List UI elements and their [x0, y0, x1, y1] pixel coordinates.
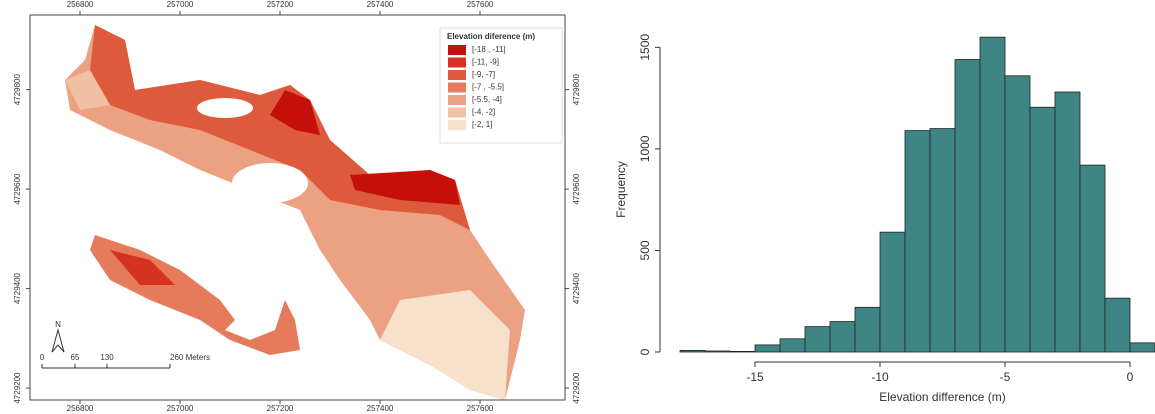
legend-swatch [448, 82, 466, 93]
bar [929, 128, 956, 353]
terrain [380, 290, 510, 400]
x-axis-label: Elevation difference (m) [879, 390, 1006, 404]
hole [232, 163, 308, 203]
bar [979, 36, 1006, 353]
y-tick-label: 1500 [638, 34, 652, 61]
north-label: N [55, 320, 61, 329]
legend-label: [-5.5, -4] [472, 95, 502, 104]
x-tick-label: 257400 [367, 0, 394, 9]
legend-title: Elevation diference (m) [447, 32, 535, 41]
bar [729, 350, 756, 353]
y-tick-label: 4729800 [13, 73, 22, 105]
legend-label: [-7 , -5.5] [472, 83, 504, 92]
legend-swatch [448, 120, 466, 130]
map-frame [29, 14, 566, 401]
bar [804, 326, 831, 353]
x-tick-label: 257600 [467, 0, 494, 9]
bar [1004, 75, 1031, 353]
x-tick-label: 257400 [367, 404, 394, 413]
bar [779, 338, 806, 353]
legend-label: [-4, -2] [472, 108, 495, 117]
y-tick-label: 4729600 [572, 173, 581, 205]
bar [1054, 91, 1081, 353]
y-tick-label: 1000 [638, 135, 652, 162]
bar [954, 59, 981, 353]
y-tick-label: 4729600 [13, 173, 22, 205]
x-tick-label: 257200 [267, 404, 294, 413]
y-tick-label: 4729200 [13, 372, 22, 404]
bar [1079, 164, 1106, 353]
x-tick-label: 256800 [67, 0, 94, 9]
y-tick-label: 4729400 [13, 272, 22, 304]
x-tick-label: 257000 [167, 404, 194, 413]
bar [754, 344, 781, 353]
hole [197, 98, 253, 118]
x-tick-label: 257600 [467, 404, 494, 413]
bar [679, 349, 706, 353]
bar [704, 350, 731, 353]
legend-label: [-2, 1] [472, 120, 492, 129]
legend-swatch [448, 70, 466, 80]
terrain [110, 250, 175, 285]
x-tick-label: -10 [871, 370, 889, 384]
map-shapes [65, 25, 525, 400]
x-tick-label: 257000 [167, 0, 194, 9]
y-tick-label: 4729200 [572, 372, 581, 404]
scale-label: 0 [40, 353, 45, 362]
x-tick-label: 257200 [267, 0, 294, 9]
y-tick-label: 500 [638, 240, 652, 260]
bar [1029, 106, 1056, 353]
legend-label: [-18 , -11] [472, 45, 506, 54]
x-tick-label: -5 [1000, 370, 1011, 384]
bar [1104, 297, 1131, 353]
x-tick-label: -15 [746, 370, 764, 384]
y-tick-label: 4729800 [572, 73, 581, 105]
bar [904, 130, 931, 353]
legend-label: [-11, -9] [472, 58, 499, 67]
x-tick-label: 0 [1127, 370, 1134, 384]
bar [879, 231, 906, 353]
scale-label: 260 Meters [170, 353, 210, 362]
legend-label: [-9, -7] [472, 70, 495, 79]
y-axis-label: Frequency [614, 161, 628, 218]
terrain [350, 170, 460, 205]
y-tick-label: 4729400 [572, 272, 581, 304]
bar [854, 306, 881, 353]
scale-label: 130 [100, 353, 114, 362]
y-tick-label: 0 [638, 348, 652, 355]
legend-swatch [448, 95, 466, 105]
scale-label: 65 [71, 353, 80, 362]
legend-swatch [448, 57, 466, 68]
legend-swatch [448, 107, 466, 118]
bar [829, 321, 856, 353]
terrain [270, 90, 320, 135]
bar [1129, 342, 1155, 353]
north-arrow [51, 328, 65, 353]
x-tick-label: 256800 [67, 404, 94, 413]
legend-swatch [448, 45, 466, 55]
terrain [65, 70, 110, 110]
